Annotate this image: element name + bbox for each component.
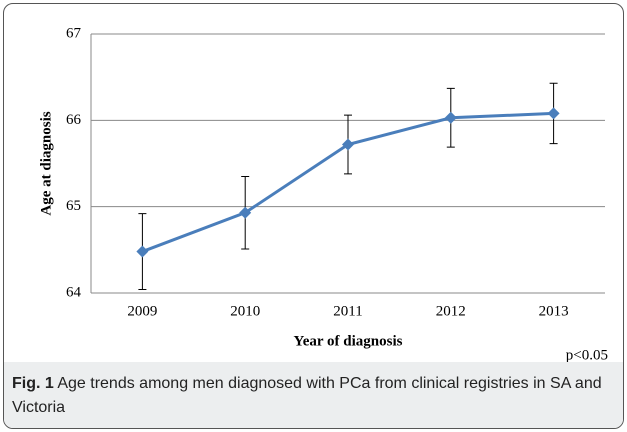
marker <box>547 107 560 120</box>
x-axis-title: Year of diagnosis <box>294 333 403 349</box>
chart: 64 65 66 67 Age at diagnosis Year of diagnosi… <box>38 25 608 362</box>
x-tick-label: 2012 <box>436 303 466 319</box>
y-tick-label: 65 <box>66 198 81 214</box>
x-tick-label: 2011 <box>333 303 362 319</box>
marker <box>136 245 149 258</box>
y-axis-title: Age at diagnosis <box>38 111 54 215</box>
y-tick-label: 66 <box>66 112 82 128</box>
marker <box>342 138 354 151</box>
figure: 64 65 66 67 Age at diagnosis Year of diagnosi… <box>3 3 624 429</box>
marker <box>239 206 252 219</box>
caption: Fig. 1 Age trends among men diagnosed wi… <box>4 362 623 428</box>
x-tick-label: 2013 <box>539 303 569 319</box>
x-tick-label: 2009 <box>127 303 157 319</box>
marker <box>444 111 457 124</box>
y-tick-label: 64 <box>66 284 82 300</box>
x-tick-label: 2010 <box>230 303 260 319</box>
caption-text: Age trends among men diagnosed with PCa … <box>12 375 602 416</box>
y-tick-label: 67 <box>66 25 82 41</box>
annotation: p<0.05 <box>566 347 608 362</box>
caption-label: Fig. 1 <box>12 375 54 392</box>
